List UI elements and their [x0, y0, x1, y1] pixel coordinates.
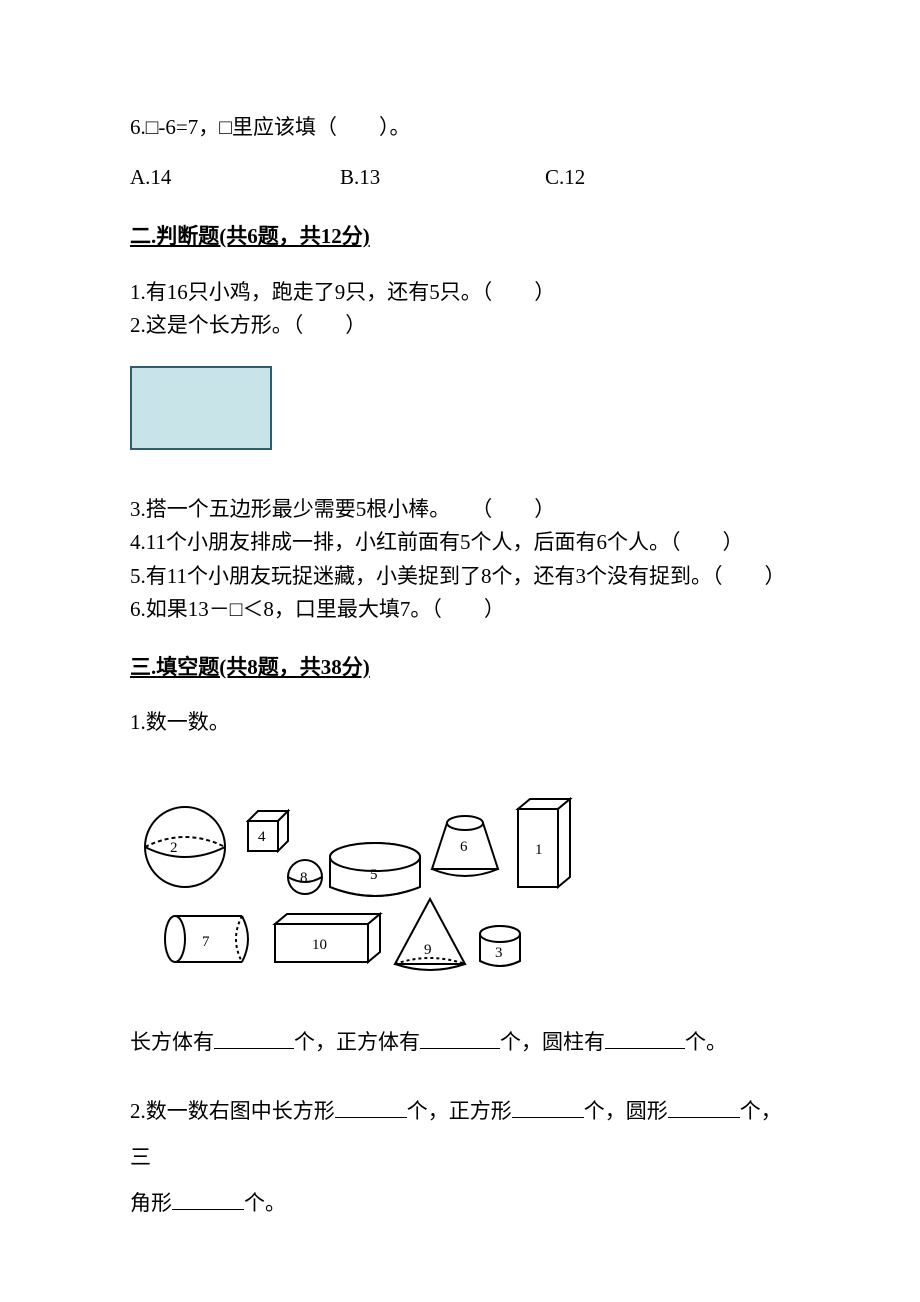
label-cube: 4 — [258, 829, 266, 845]
label-flat-cylinder: 5 — [370, 867, 378, 883]
judge-6: 6.如果13－□＜8，口里最大填7。（ ） — [130, 594, 790, 626]
label-cone: 9 — [424, 942, 432, 958]
judge-1: 1.有16只小鸡，跑走了9只，还有5只。（ ） — [130, 277, 790, 309]
fill-1-line: 长方体有 个，正方体有 个，圆柱有 个。 — [130, 1027, 790, 1059]
blank-cube — [420, 1027, 500, 1049]
q6-opt-a: A.14 — [130, 162, 340, 194]
f1-text-d: 个。 — [685, 1030, 727, 1054]
fill-2-line: 2.数一数右图中长方形个，正方形个，圆形个，三 角形个。 — [130, 1088, 790, 1227]
label-long-cuboid: 10 — [312, 937, 327, 953]
f1-text-b: 个，正方体有 — [294, 1030, 420, 1054]
judge-3: 3.搭一个五边形最少需要5根小棒。 （ ） — [130, 494, 790, 526]
blank-triangle — [172, 1188, 244, 1210]
judge-4: 4.11个小朋友排成一排，小红前面有5个人，后面有6个人。（ ） — [130, 527, 790, 559]
q6-opt-c: C.12 — [545, 162, 585, 194]
f2-text-e: 角形 — [130, 1191, 172, 1215]
label-sphere: 2 — [170, 840, 178, 856]
label-lying-cylinder: 7 — [202, 934, 210, 950]
blank-circle — [668, 1096, 740, 1118]
label-tall-cuboid: 1 — [535, 842, 543, 858]
q6-stem: 6.□-6=7，□里应该填（ ）。 — [130, 112, 790, 144]
rectangle-figure — [130, 366, 272, 450]
f1-text-a: 长方体有 — [130, 1030, 214, 1054]
q6-options: A.14 B.13 C.12 — [130, 162, 790, 194]
section2-title: 二.判断题(共6题，共12分) — [130, 221, 790, 253]
blank-cuboid — [214, 1027, 294, 1049]
f2-text-f: 个。 — [244, 1191, 286, 1215]
judge-2: 2.这是个长方形。（ ） — [130, 310, 790, 342]
blank-square — [512, 1096, 584, 1118]
shapes-figure: 2 4 8 5 6 — [130, 779, 790, 979]
section3-title: 三.填空题(共8题，共38分) — [130, 652, 790, 684]
label-small-sphere: 8 — [300, 870, 308, 886]
label-frustum: 6 — [460, 839, 468, 855]
fill-1-head: 1.数一数。 — [130, 707, 790, 739]
f1-text-c: 个，圆柱有 — [500, 1030, 605, 1054]
q6-opt-b: B.13 — [340, 162, 545, 194]
f2-text-c: 个，圆形 — [584, 1099, 668, 1123]
f2-text-a: 2.数一数右图中长方形 — [130, 1099, 335, 1123]
f2-text-b: 个，正方形 — [407, 1099, 512, 1123]
label-small-cylinder: 3 — [495, 945, 503, 961]
judge-5: 5.有11个小朋友玩捉迷藏，小美捉到了8个，还有3个没有捉到。（ ） — [130, 561, 790, 593]
blank-cylinder — [605, 1027, 685, 1049]
blank-rect — [335, 1096, 407, 1118]
